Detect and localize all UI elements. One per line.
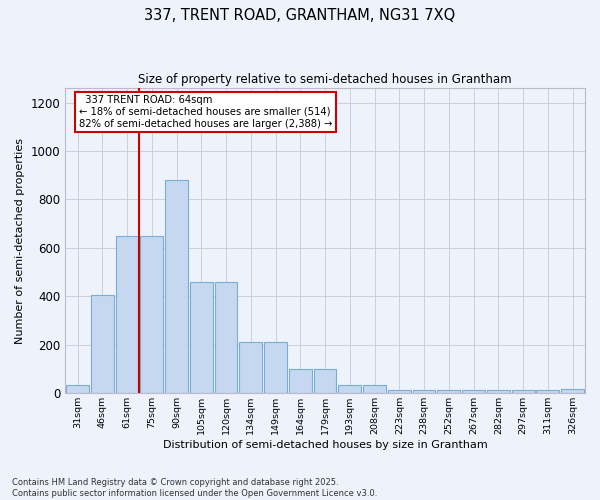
Bar (462, 390, 485, 394)
Bar (512, 390, 535, 394)
Bar (413, 390, 436, 394)
Bar (289, 369, 312, 394)
Bar (91, 295, 113, 394)
Bar (116, 236, 139, 394)
Bar (388, 390, 411, 394)
Bar (487, 390, 510, 394)
Bar (363, 385, 386, 394)
Bar (215, 282, 238, 394)
Text: Contains HM Land Registry data © Crown copyright and database right 2025.
Contai: Contains HM Land Registry data © Crown c… (12, 478, 377, 498)
Bar (314, 369, 337, 394)
X-axis label: Distribution of semi-detached houses by size in Grantham: Distribution of semi-detached houses by … (163, 440, 487, 450)
Y-axis label: Number of semi-detached properties: Number of semi-detached properties (15, 138, 25, 344)
Title: Size of property relative to semi-detached houses in Grantham: Size of property relative to semi-detach… (138, 72, 512, 86)
Text: 337 TRENT ROAD: 64sqm
← 18% of semi-detached houses are smaller (514)
82% of sem: 337 TRENT ROAD: 64sqm ← 18% of semi-deta… (79, 96, 332, 128)
Bar (264, 342, 287, 394)
Bar (66, 385, 89, 394)
Bar (561, 389, 584, 394)
Bar (437, 390, 460, 394)
Bar (165, 180, 188, 394)
Bar (338, 385, 361, 394)
Text: 337, TRENT ROAD, GRANTHAM, NG31 7XQ: 337, TRENT ROAD, GRANTHAM, NG31 7XQ (145, 8, 455, 22)
Bar (239, 342, 262, 394)
Bar (190, 282, 213, 394)
Bar (140, 236, 163, 394)
Bar (536, 390, 559, 394)
